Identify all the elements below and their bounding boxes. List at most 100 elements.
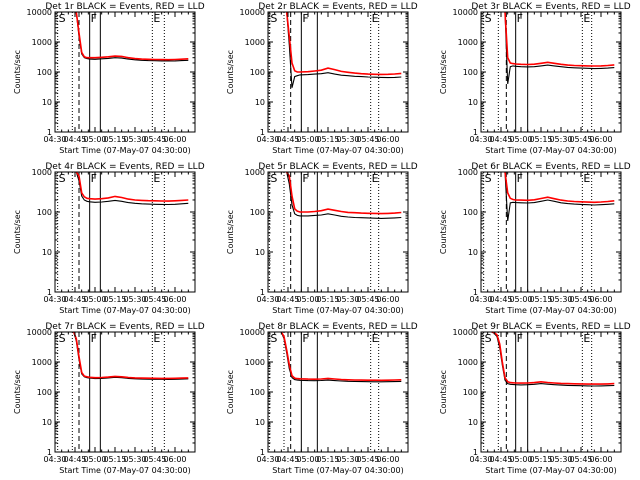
x-tick-label: 06:00	[376, 295, 399, 304]
chart-title: Det 8r BLACK = Events, RED = LLD	[258, 322, 417, 332]
x-tick-label: 04:45	[276, 455, 299, 464]
x-tick-label: 05:15	[316, 295, 339, 304]
y-tick-label: 1	[260, 288, 265, 297]
y-tick-label: 10	[468, 98, 478, 107]
x-tick-label: 06:00	[376, 135, 399, 144]
y-axis-label: Counts/sec	[439, 370, 448, 414]
x-tick-label: 04:30	[43, 295, 66, 304]
marker-label: F	[517, 12, 523, 25]
x-tick-label: 06:00	[589, 135, 612, 144]
series-line-lld	[75, 171, 189, 202]
y-tick-label: 10	[42, 98, 52, 107]
x-axis-label: Start Time (07-May-07 04:30:00)	[59, 146, 190, 155]
x-tick-label: 04:45	[63, 455, 86, 464]
y-tick-label: 10000	[453, 8, 478, 17]
y-tick-label: 100	[37, 388, 52, 397]
x-tick-label: 04:30	[256, 455, 279, 464]
series-line-events	[286, 171, 402, 219]
y-tick-label: 1000	[245, 358, 265, 367]
y-tick-label: 10	[255, 98, 265, 107]
marker-label: F	[517, 172, 523, 185]
x-tick-label: 05:45	[143, 135, 166, 144]
x-axis-label: Start Time (07-May-07 04:30:00)	[485, 306, 616, 315]
y-tick-label: 1	[47, 128, 52, 137]
x-tick-label: 04:30	[43, 455, 66, 464]
y-tick-label: 100	[37, 68, 52, 77]
x-tick-label: 05:45	[143, 295, 166, 304]
x-tick-label: 05:30	[123, 455, 146, 464]
marker-label: E	[372, 332, 379, 345]
plot-frame	[54, 171, 196, 293]
plot-frame	[267, 331, 409, 453]
y-tick-label: 1000	[32, 168, 52, 177]
x-tick-label: 04:30	[469, 455, 492, 464]
y-tick-label: 10	[255, 248, 265, 257]
x-tick-label: 05:15	[103, 295, 126, 304]
x-tick-label: 05:30	[549, 295, 572, 304]
x-tick-label: 05:00	[296, 295, 319, 304]
marker-label: E	[372, 172, 379, 185]
series-line-events	[504, 171, 615, 221]
y-axis-label: Counts/sec	[13, 370, 22, 414]
x-axis-label: Start Time (07-May-07 04:30:00)	[59, 466, 190, 475]
marker-label: E	[583, 172, 590, 185]
marker-label: E	[153, 172, 160, 185]
plot-frame	[54, 11, 196, 133]
plot-frame	[54, 331, 196, 453]
y-tick-label: 10	[468, 418, 478, 427]
series-line-events	[280, 331, 402, 383]
x-tick-label: 05:00	[509, 455, 532, 464]
x-tick-label: 05:30	[123, 135, 146, 144]
y-tick-label: 10	[42, 248, 52, 257]
chart-panel-8: S F E11010010001000004:3004:4505:0005:1505…	[226, 322, 418, 475]
marker-label: F	[302, 12, 308, 25]
x-tick-label: 05:00	[83, 455, 106, 464]
y-axis-label: Counts/sec	[13, 210, 22, 254]
x-tick-label: 05:00	[296, 455, 319, 464]
x-tick-label: 05:30	[336, 455, 359, 464]
chart-title: Det 6r BLACK = Events, RED = LLD	[471, 162, 630, 172]
plot-frame	[480, 171, 622, 293]
marker-label: S	[270, 12, 277, 25]
series-line-events	[75, 171, 189, 206]
y-tick-label: 1	[473, 288, 478, 297]
x-tick-label: 05:45	[356, 135, 379, 144]
chart-title: Det 9r BLACK = Events, RED = LLD	[471, 322, 630, 332]
marker-label: S	[485, 172, 492, 185]
chart-panel-1: S F E11010010001000004:3004:4505:0005:1505…	[13, 2, 205, 155]
chart-panel-2: S F E11010010001000004:3004:4505:0005:1505…	[226, 2, 418, 155]
x-tick-label: 05:15	[529, 455, 552, 464]
y-tick-label: 10000	[240, 328, 265, 337]
x-tick-label: 05:30	[123, 295, 146, 304]
x-tick-label: 05:00	[83, 295, 106, 304]
x-tick-label: 05:45	[143, 455, 166, 464]
y-tick-label: 100	[250, 68, 265, 77]
x-tick-label: 06:00	[376, 455, 399, 464]
x-tick-label: 06:00	[589, 455, 612, 464]
y-tick-label: 1	[47, 448, 52, 457]
x-tick-label: 05:30	[336, 295, 359, 304]
x-tick-label: 04:45	[276, 135, 299, 144]
y-tick-label: 1000	[245, 168, 265, 177]
series-line-lld	[286, 171, 402, 215]
series-line-events	[286, 11, 402, 88]
chart-panel-3: S F E11010010001000004:3004:4505:0005:1505…	[439, 2, 631, 155]
y-axis-label: Counts/sec	[13, 50, 22, 94]
x-tick-label: 05:00	[509, 295, 532, 304]
x-axis-label: Start Time (07-May-07 04:30:00)	[272, 146, 403, 155]
x-tick-label: 04:45	[63, 135, 86, 144]
marker-label: E	[372, 12, 379, 25]
series-line-events	[491, 331, 615, 387]
x-tick-label: 05:30	[549, 455, 572, 464]
x-tick-label: 05:15	[103, 455, 126, 464]
y-axis-label: Counts/sec	[439, 50, 448, 94]
y-tick-label: 1000	[458, 38, 478, 47]
x-tick-label: 05:45	[569, 295, 592, 304]
x-tick-label: 04:45	[489, 295, 512, 304]
x-tick-label: 05:00	[83, 135, 106, 144]
x-tick-label: 05:00	[509, 135, 532, 144]
x-tick-label: 06:00	[163, 295, 186, 304]
x-tick-label: 06:00	[163, 455, 186, 464]
y-tick-label: 1	[260, 128, 265, 137]
